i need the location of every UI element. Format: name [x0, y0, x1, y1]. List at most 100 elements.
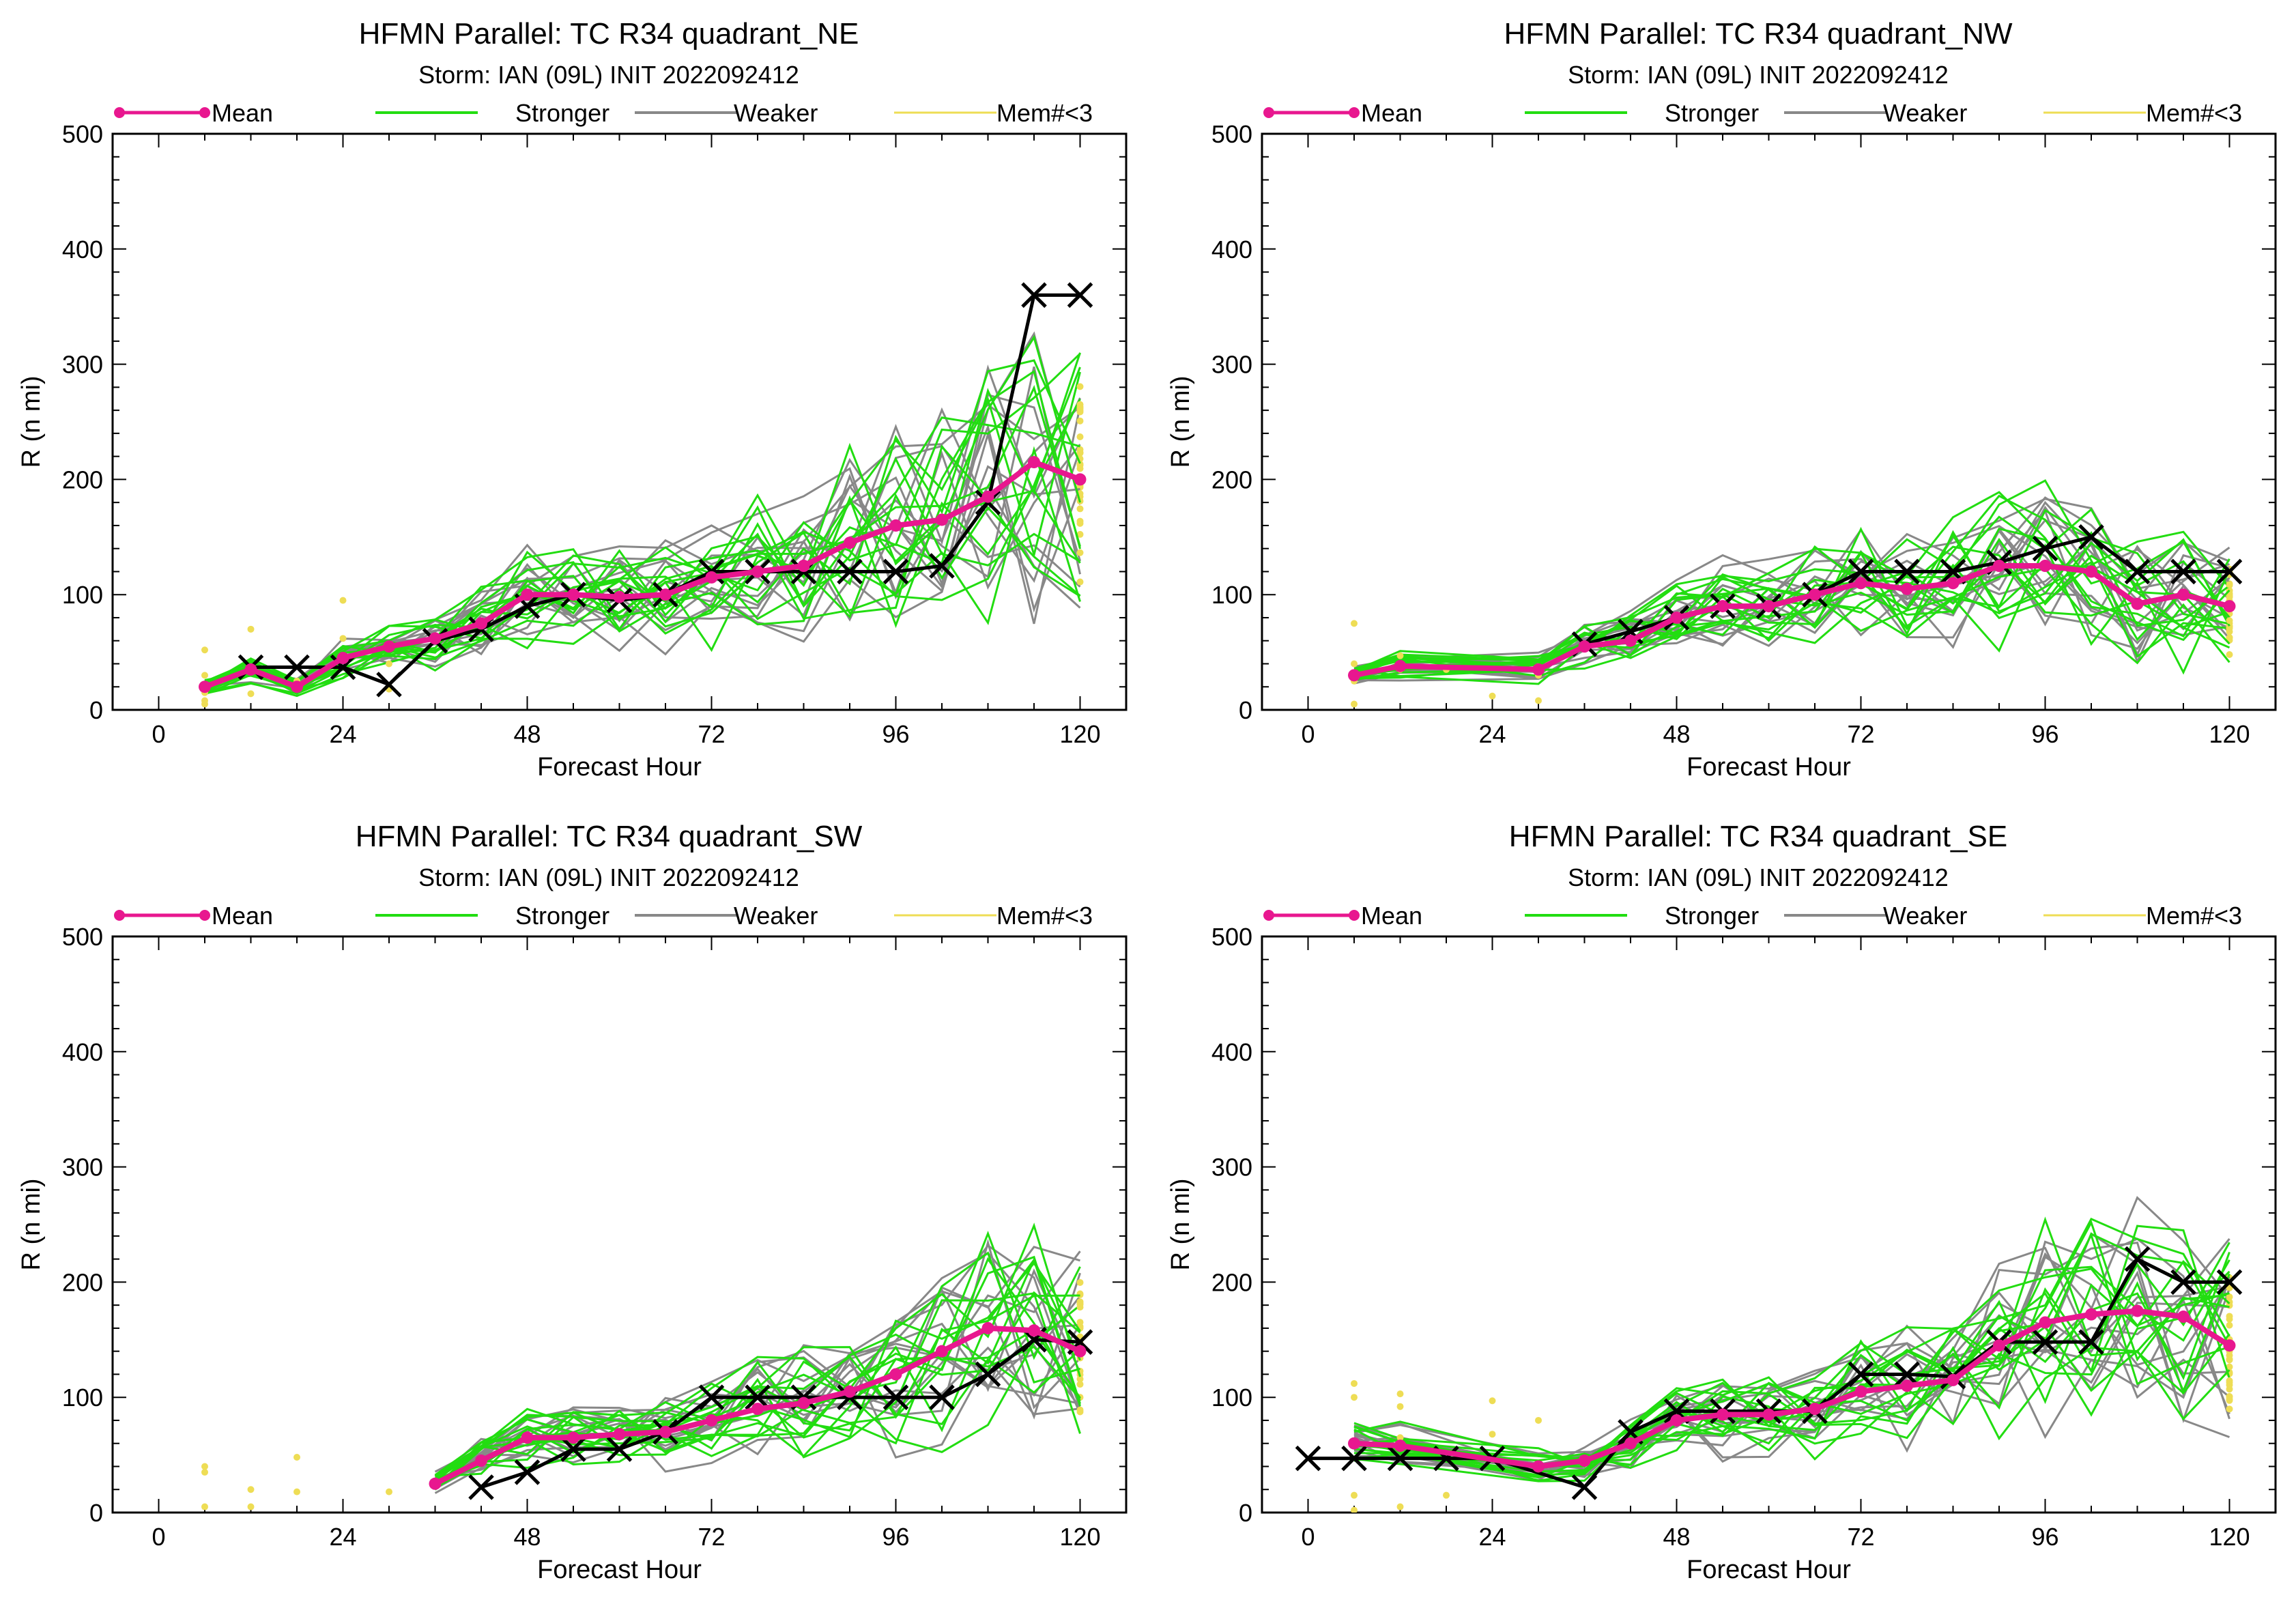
- observed-marker: [514, 1459, 541, 1485]
- observed-marker: [1067, 282, 1093, 309]
- legend-label-few_members: Mem#<3: [2146, 99, 2242, 127]
- chart-subtitle: Storm: IAN (09L) INIT 2022092412: [1568, 863, 1949, 891]
- observed-marker: [2124, 558, 2151, 585]
- few-member-point: [1351, 700, 1358, 708]
- few-member-point: [1076, 1298, 1084, 1306]
- x-tick-label: 48: [513, 1523, 541, 1551]
- mean-point: [705, 571, 718, 584]
- x-tick-label: 72: [1847, 1523, 1874, 1551]
- legend-label-mean: Mean: [1361, 99, 1422, 127]
- legend-label-few_members: Mem#<3: [2146, 902, 2242, 930]
- x-tick-label: 24: [1478, 720, 1506, 748]
- y-tick-label: 300: [1211, 1154, 1252, 1181]
- few-member-point: [1351, 660, 1358, 668]
- mean-line: [1353, 1308, 2231, 1470]
- mean-point: [475, 617, 487, 630]
- mean-point: [475, 1455, 487, 1467]
- mean-point: [1717, 600, 1729, 613]
- few-member-point: [201, 1503, 208, 1510]
- few-member-point: [2226, 1356, 2233, 1363]
- mean-point: [1624, 1437, 1637, 1450]
- mean-point: [2085, 565, 2097, 578]
- mean-point: [1993, 1339, 2005, 1352]
- chart-title: HFMN Parallel: TC R34 quadrant_SW: [356, 820, 863, 853]
- ticks: 0 100 200 300 400 500 0 24 48 72 96 120: [62, 120, 1127, 748]
- ticks: 0 100 200 300 400 500 0 24 48 72 96 120: [1211, 923, 2276, 1551]
- few-member-point: [386, 660, 392, 668]
- few-member-point: [1076, 1319, 1084, 1326]
- few-member-point: [339, 635, 347, 642]
- mean-point: [797, 560, 810, 572]
- x-tick-label: 120: [2209, 720, 2250, 748]
- few-member-point: [1076, 1406, 1084, 1414]
- few-member-point: [2226, 1377, 2233, 1384]
- mean-point: [1762, 600, 1775, 613]
- observed-marker: [1848, 1361, 1874, 1388]
- observed-marker: [1848, 558, 1874, 585]
- y-axis-label: R (n mi): [17, 1178, 46, 1270]
- x-axis-label: Forecast Hour: [1687, 1556, 1851, 1584]
- x-tick-label: 0: [152, 720, 165, 748]
- few-member-point: [1489, 1431, 1496, 1438]
- x-tick-label: 72: [698, 1523, 725, 1551]
- plot-data: [201, 1222, 1093, 1510]
- mean-point: [1028, 456, 1040, 469]
- mean-point: [1809, 588, 1821, 601]
- mean-point: [1854, 577, 1867, 590]
- observed-line: [480, 1338, 1080, 1489]
- few-member-point: [247, 1486, 255, 1493]
- observed-marker: [2216, 1269, 2243, 1295]
- x-tick-label: 120: [1059, 1523, 1100, 1551]
- few-member-point: [1396, 1403, 1404, 1410]
- plot-data: [1348, 479, 2243, 708]
- x-tick-label: 72: [698, 720, 725, 748]
- x-tick-label: 48: [1663, 720, 1690, 748]
- observed-marker: [284, 654, 310, 681]
- mean-point: [613, 1428, 626, 1441]
- legend-label-mean: Mean: [212, 99, 273, 127]
- plot-data: [1295, 1196, 2243, 1513]
- mean-point: [844, 536, 856, 549]
- legend: Mean Stronger Weaker Mem#<3: [114, 902, 1093, 930]
- y-tick-label: 200: [62, 1268, 103, 1296]
- few-member-point: [1489, 692, 1496, 700]
- mean-point: [613, 590, 626, 603]
- mean-point: [567, 588, 579, 601]
- observed-marker: [1295, 1445, 1321, 1472]
- few-member-point: [293, 1453, 300, 1461]
- stronger-member-line: [1353, 527, 2230, 672]
- weaker-member-line: [1353, 1196, 2230, 1455]
- few-member-point: [1443, 1491, 1450, 1499]
- few-member-point: [1076, 549, 1084, 556]
- legend-label-mean: Mean: [212, 902, 273, 930]
- legend: Mean Stronger Weaker Mem#<3: [1263, 902, 2242, 930]
- few-member-point: [2226, 651, 2233, 659]
- mean-point: [2223, 600, 2236, 613]
- mean-point: [1578, 640, 1591, 653]
- legend-label-few_members: Mem#<3: [996, 99, 1093, 127]
- y-tick-label: 100: [1211, 1384, 1252, 1412]
- mean-point: [1809, 1403, 1821, 1416]
- x-axis-label: Forecast Hour: [537, 1556, 702, 1584]
- x-tick-label: 72: [1847, 720, 1874, 748]
- mean-point: [936, 513, 948, 526]
- stronger-member-line: [1353, 1232, 2230, 1467]
- few-member-point: [1076, 460, 1084, 468]
- mean-point: [1532, 663, 1545, 676]
- stronger-member-line: [204, 359, 1081, 687]
- few-member-point: [1535, 1416, 1542, 1424]
- legend-dot-mean: [1349, 107, 1360, 118]
- few-member-point: [201, 672, 208, 679]
- legend-label-weaker: Weaker: [734, 99, 818, 127]
- observed-marker: [929, 1384, 955, 1410]
- observed-marker: [975, 1361, 1001, 1388]
- few-member-point: [1076, 383, 1084, 390]
- chart-subtitle: Storm: IAN (09L) INIT 2022092412: [418, 61, 799, 89]
- y-tick-label: 400: [62, 235, 103, 263]
- few-member-point: [2226, 1393, 2233, 1401]
- y-tick-label: 300: [62, 351, 103, 379]
- observed-marker: [606, 1436, 633, 1462]
- chart-panel-2: HFMN Parallel: TC R34 quadrant_NW Storm: …: [1166, 17, 2277, 782]
- y-tick-label: 500: [62, 923, 103, 951]
- few-member-point: [1076, 401, 1084, 408]
